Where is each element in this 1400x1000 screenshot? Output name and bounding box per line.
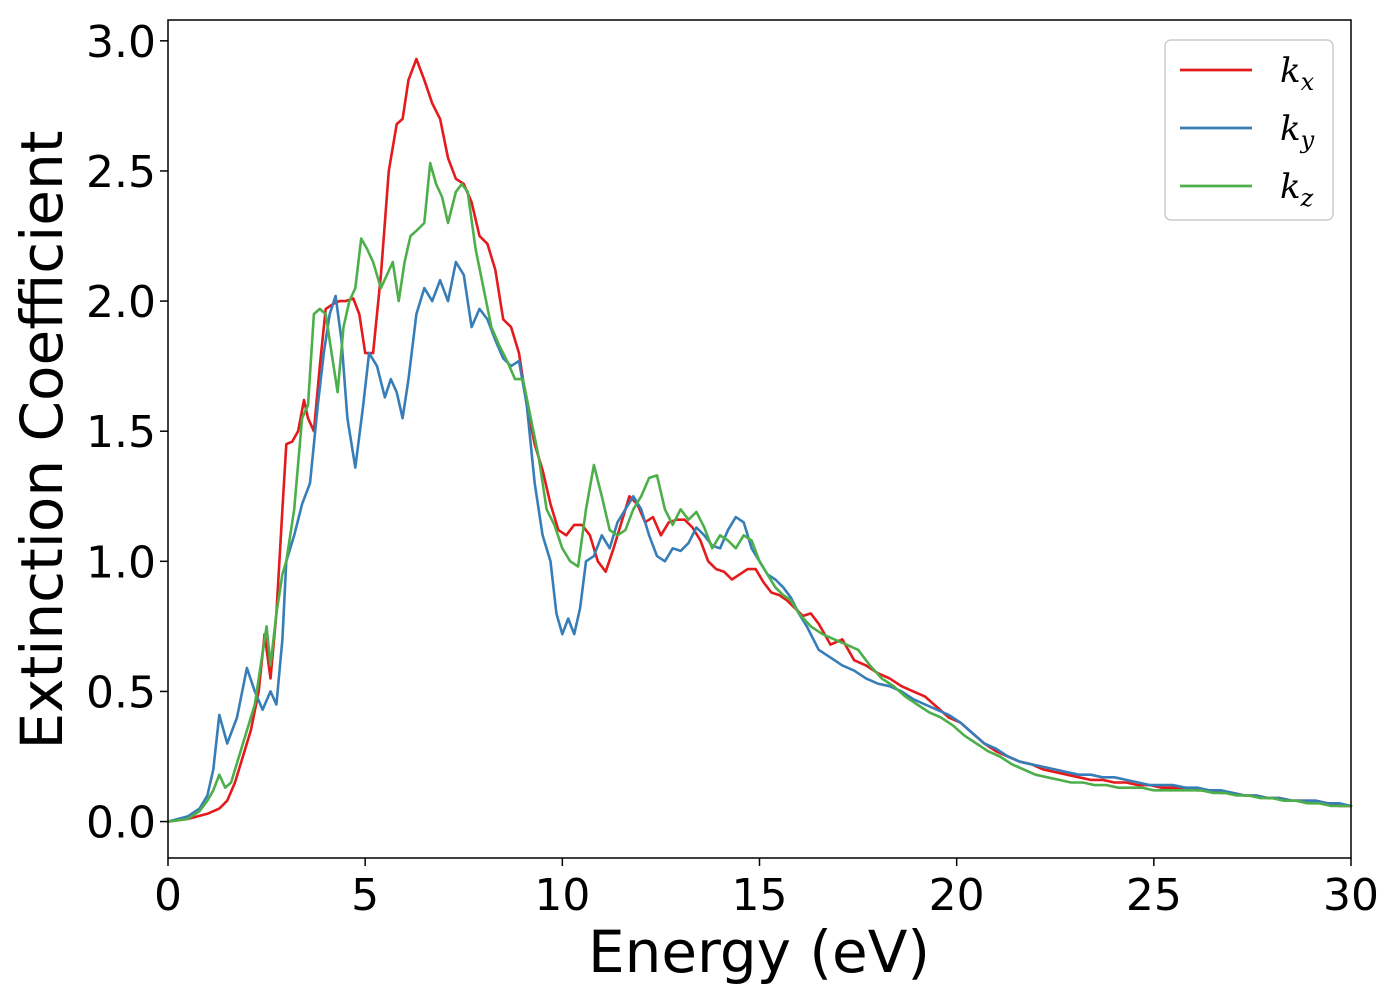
legend-frame bbox=[1164, 39, 1334, 221]
y-axis-title: Extinction Coefficient bbox=[8, 131, 76, 750]
series-line-kz bbox=[166, 161, 1353, 823]
y-tick-label: 3.0 bbox=[86, 17, 156, 68]
x-tick-label: 20 bbox=[929, 870, 985, 921]
x-tick-label: 10 bbox=[534, 870, 590, 921]
x-axis-title: Energy (eV) bbox=[588, 918, 930, 986]
x-tick-label: 30 bbox=[1323, 870, 1379, 921]
x-tick-label: 15 bbox=[732, 870, 788, 921]
x-tick-label: 0 bbox=[154, 870, 182, 921]
series-line-ky bbox=[166, 260, 1353, 823]
y-tick-label: 0.5 bbox=[86, 667, 156, 718]
x-axis-ticks: 0 5 10 15 20 25 30 bbox=[154, 858, 1379, 921]
x-tick-label: 5 bbox=[351, 870, 379, 921]
y-tick-label: 1.0 bbox=[86, 537, 156, 588]
y-tick-label: 2.5 bbox=[86, 147, 156, 198]
y-tick-label: 2.0 bbox=[86, 277, 156, 328]
x-tick-label: 25 bbox=[1126, 870, 1182, 921]
y-tick-label: 1.5 bbox=[86, 407, 156, 458]
y-axis-ticks: 0.0 0.5 1.0 1.5 2.0 2.5 3.0 bbox=[86, 17, 168, 849]
y-tick-label: 0.0 bbox=[86, 798, 156, 849]
series-lines bbox=[166, 57, 1353, 823]
